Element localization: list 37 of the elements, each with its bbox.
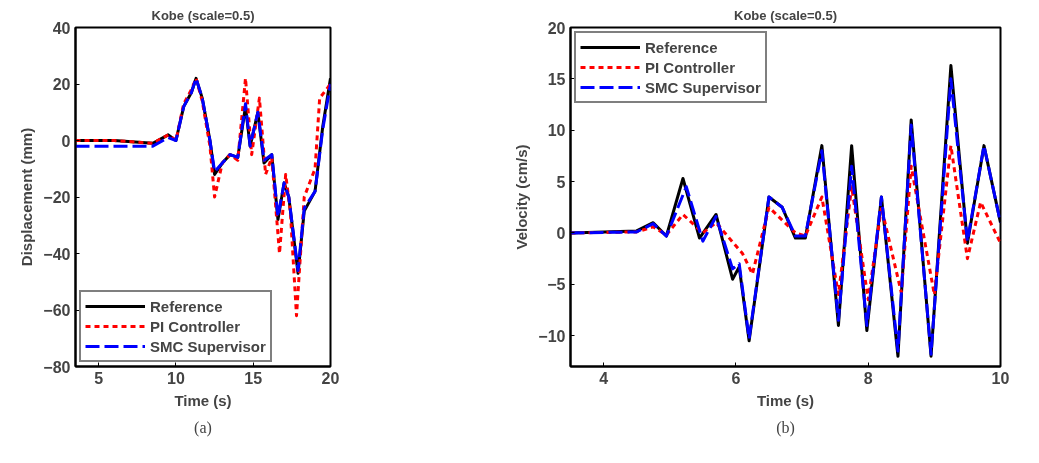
y-tick-label: 10 bbox=[547, 122, 566, 140]
x-tick-label: 10 bbox=[167, 369, 185, 387]
legend-label: SMC Supervisor bbox=[150, 337, 266, 355]
y-tick-label: −20 bbox=[43, 189, 71, 206]
chart-title: Kobe (scale=0.5) bbox=[151, 7, 255, 23]
y-axis-title: Displacement (mm) bbox=[18, 127, 36, 267]
text: (a) bbox=[194, 418, 212, 437]
y-tick-label: 0 bbox=[556, 224, 566, 242]
x-tick-label: 10 bbox=[991, 369, 1010, 387]
y-tick-label: 40 bbox=[52, 19, 71, 37]
y-tick-label: 15 bbox=[547, 70, 566, 88]
y-axis-title: Velocity (cm/s) bbox=[513, 144, 531, 250]
x-tick-label: 20 bbox=[321, 369, 340, 387]
x-tick-label: 15 bbox=[244, 369, 263, 387]
x-tick-label: 5 bbox=[94, 369, 104, 387]
legend-label: SMC Supervisor bbox=[645, 78, 761, 96]
y-tick-label: −40 bbox=[43, 245, 71, 263]
line-series bbox=[75, 76, 331, 318]
y-tick-label: 20 bbox=[52, 76, 71, 93]
y-tick-label: −80 bbox=[43, 358, 71, 376]
y-tick-label: 5 bbox=[556, 173, 566, 191]
legend-label: Reference bbox=[645, 38, 718, 56]
legend-label: PI Controller bbox=[150, 317, 241, 335]
y-tick-label: −60 bbox=[43, 302, 71, 319]
x-axis-title: Time (s) bbox=[174, 391, 232, 409]
y-tick-label: −5 bbox=[547, 276, 566, 294]
legend-label: Reference bbox=[150, 297, 223, 315]
text: (b) bbox=[776, 418, 795, 437]
chart-title: Kobe (scale=0.5) bbox=[734, 7, 837, 23]
x-tick-label: 4 bbox=[599, 369, 609, 387]
y-tick-label: 0 bbox=[61, 132, 71, 150]
x-tick-label: 8 bbox=[863, 369, 873, 387]
y-tick-label: 20 bbox=[547, 19, 566, 37]
x-axis-title: Time (s) bbox=[756, 391, 815, 409]
y-tick-label: −10 bbox=[538, 327, 566, 345]
x-tick-label: 6 bbox=[731, 369, 741, 387]
legend-label: PI Controller bbox=[645, 58, 736, 76]
